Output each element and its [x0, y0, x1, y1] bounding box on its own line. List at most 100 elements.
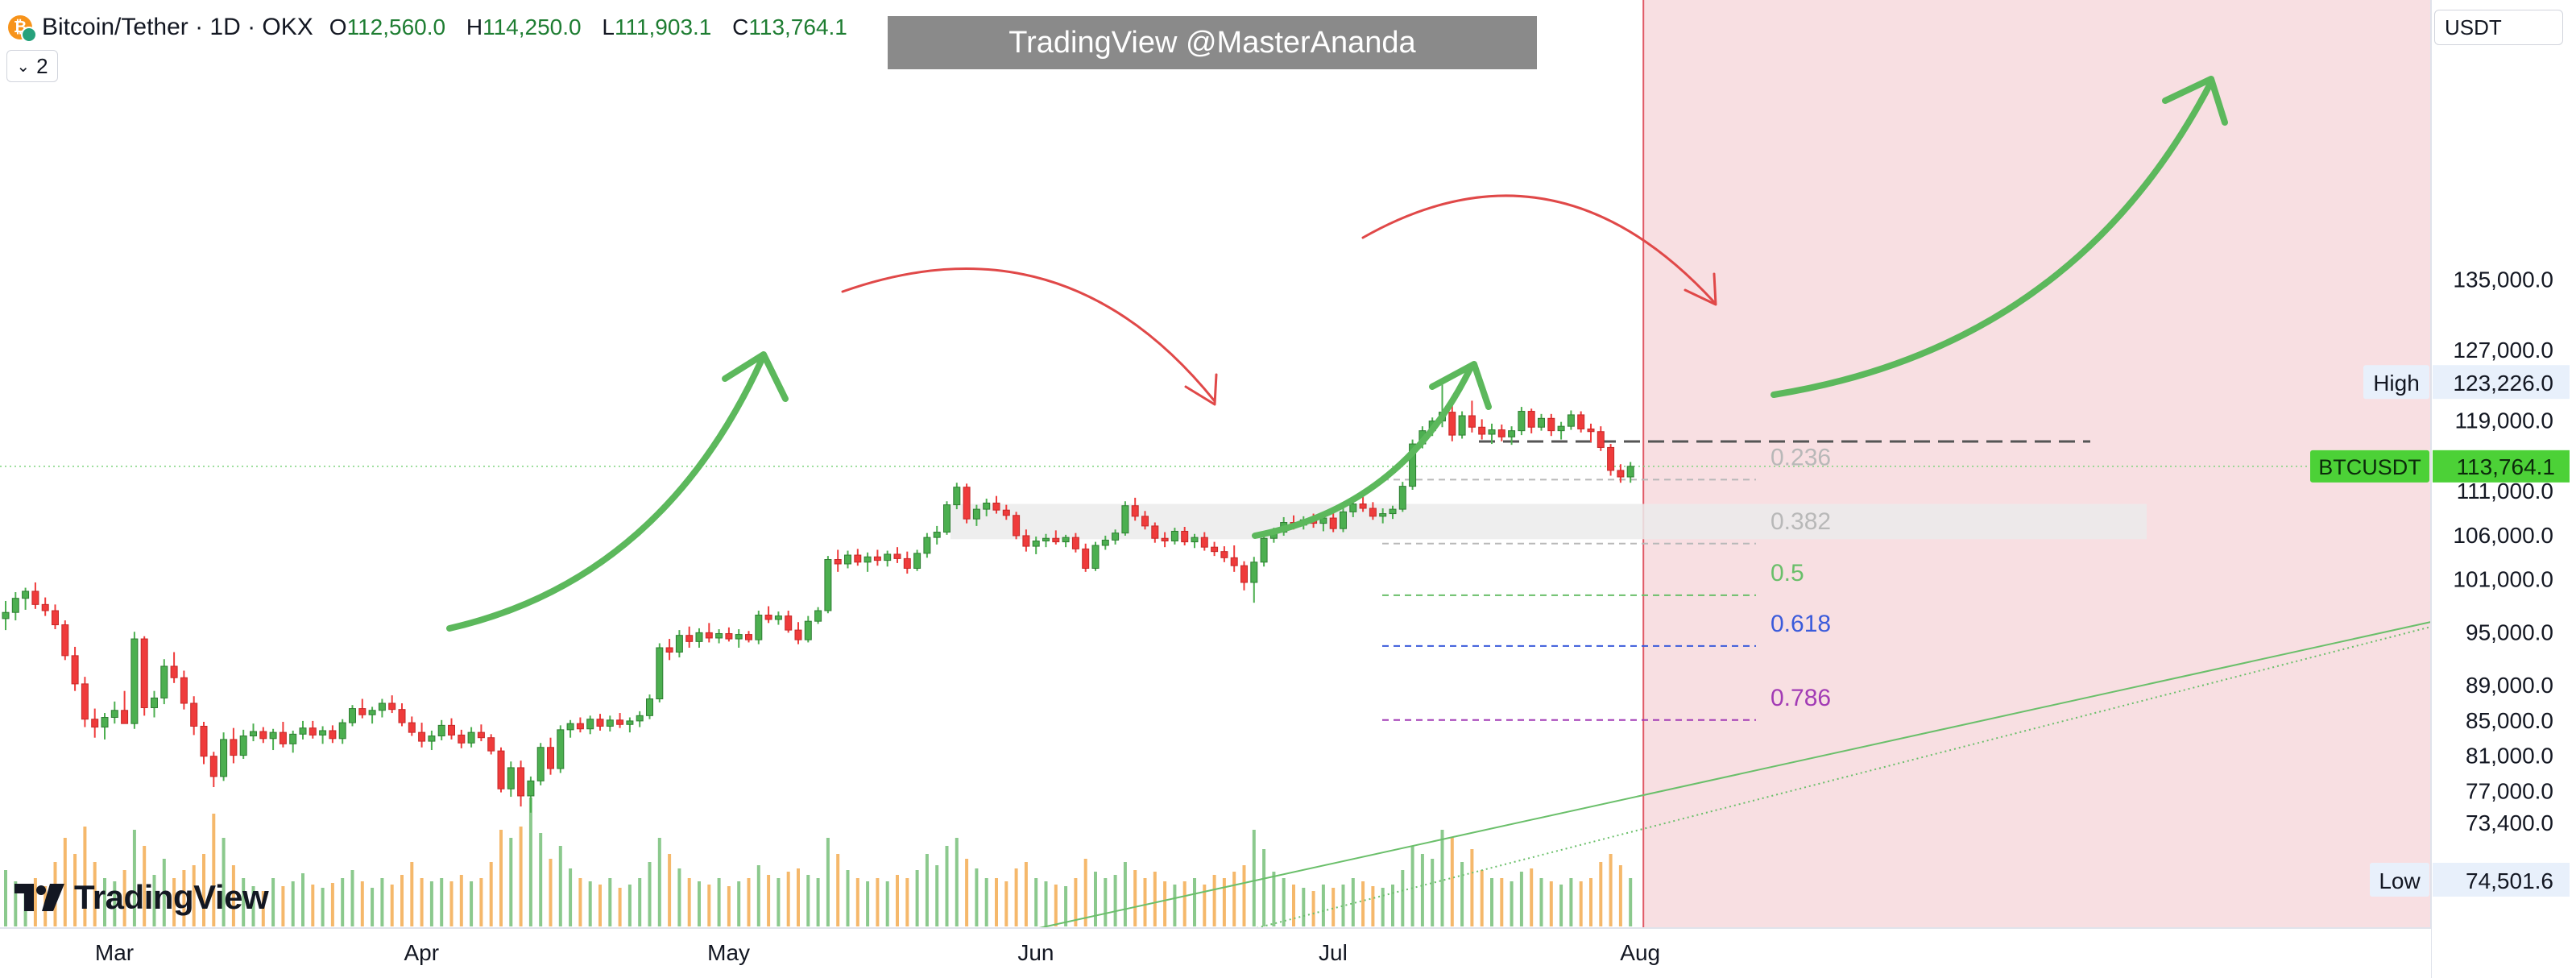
candle-body[interactable] — [398, 709, 406, 723]
symbol-title[interactable]: Bitcoin/Tether · 1D · OKX — [42, 14, 313, 40]
candle-body[interactable] — [1200, 537, 1208, 548]
candle-body[interactable] — [1478, 426, 1486, 435]
candle-body[interactable] — [536, 747, 545, 781]
candle-body[interactable] — [1141, 516, 1149, 527]
candle-body[interactable] — [319, 730, 327, 736]
candle-body[interactable] — [715, 632, 723, 639]
candle-body[interactable] — [963, 487, 971, 520]
candle-body[interactable] — [1518, 411, 1526, 432]
candle-body[interactable] — [1379, 513, 1387, 517]
candle-body[interactable] — [1597, 431, 1605, 448]
candle-body[interactable] — [1260, 537, 1268, 563]
candle-body[interactable] — [1131, 505, 1139, 517]
candle-body[interactable] — [943, 504, 950, 533]
candle-body[interactable] — [1557, 425, 1565, 432]
candle-body[interactable] — [230, 739, 238, 756]
candle-body[interactable] — [1329, 517, 1337, 529]
candle-body[interactable] — [785, 615, 793, 631]
candle-body[interactable] — [863, 556, 872, 563]
candle-body[interactable] — [1151, 525, 1159, 539]
candle-body[interactable] — [923, 537, 931, 554]
candle-body[interactable] — [289, 733, 297, 744]
candle-body[interactable] — [854, 554, 862, 563]
candle-body[interactable] — [1042, 537, 1050, 542]
candle-body[interactable] — [81, 683, 89, 720]
candle-body[interactable] — [665, 647, 673, 653]
candle-body[interactable] — [953, 487, 961, 506]
candle-body[interactable] — [576, 723, 584, 730]
candle-body[interactable] — [1607, 446, 1615, 471]
candle-body[interactable] — [209, 756, 217, 777]
candle-body[interactable] — [1181, 530, 1189, 543]
candle-body[interactable] — [606, 719, 614, 727]
candle-body[interactable] — [71, 655, 79, 685]
candle-body[interactable] — [31, 591, 39, 605]
candle-body[interactable] — [140, 638, 148, 708]
candle-body[interactable] — [151, 697, 158, 708]
candle-body[interactable] — [547, 747, 554, 769]
candle-body[interactable] — [487, 737, 495, 752]
candle-body[interactable] — [388, 702, 396, 711]
currency-selector[interactable]: USDT — [2434, 10, 2563, 45]
candle-body[interactable] — [1121, 505, 1129, 534]
candle-body[interactable] — [52, 610, 59, 626]
candle-body[interactable] — [269, 731, 277, 740]
candle-body[interactable] — [1220, 551, 1228, 558]
candle-body[interactable] — [636, 715, 644, 722]
candle-body[interactable] — [1170, 530, 1178, 542]
candle-body[interactable] — [824, 559, 832, 611]
candle-body[interactable] — [91, 719, 99, 728]
candle-body[interactable] — [764, 614, 772, 620]
candle-body[interactable] — [299, 727, 307, 735]
candle-body[interactable] — [22, 591, 30, 599]
candle-body[interactable] — [834, 559, 842, 565]
candle-body[interactable] — [101, 717, 109, 728]
candle-body[interactable] — [11, 598, 19, 613]
candle-body[interactable] — [972, 508, 980, 520]
candle-body[interactable] — [1577, 414, 1585, 429]
candle-body[interactable] — [1002, 509, 1010, 516]
candle-body[interactable] — [408, 722, 416, 733]
candle-body[interactable] — [2, 611, 10, 620]
candle-body[interactable] — [1230, 557, 1238, 566]
candle-body[interactable] — [566, 723, 574, 731]
candle-body[interactable] — [428, 736, 436, 742]
candle-body[interactable] — [1211, 546, 1219, 553]
candle-body[interactable] — [1508, 430, 1516, 437]
candle-body[interactable] — [259, 731, 267, 740]
candle-body[interactable] — [884, 553, 892, 562]
candle-body[interactable] — [804, 620, 812, 640]
candle-body[interactable] — [190, 702, 198, 727]
candle-body[interactable] — [933, 532, 941, 538]
candle-body[interactable] — [497, 750, 505, 789]
candle-body[interactable] — [794, 629, 802, 640]
candle-body[interactable] — [685, 635, 694, 642]
candle-body[interactable] — [586, 719, 594, 730]
candle-body[interactable] — [1161, 537, 1169, 542]
candle-body[interactable] — [170, 665, 178, 678]
candle-body[interactable] — [358, 708, 367, 715]
candle-body[interactable] — [873, 556, 881, 562]
candle-body[interactable] — [646, 698, 653, 716]
candle-body[interactable] — [61, 624, 69, 657]
candle-body[interactable] — [458, 734, 466, 744]
candle-body[interactable] — [378, 702, 386, 711]
candle-body[interactable] — [745, 634, 752, 640]
candle-body[interactable] — [1250, 562, 1258, 583]
candle-body[interactable] — [1458, 415, 1466, 436]
candle-body[interactable] — [250, 731, 257, 737]
candle-body[interactable] — [1409, 443, 1417, 487]
candle-body[interactable] — [1488, 429, 1496, 435]
candle-body[interactable] — [1191, 537, 1199, 543]
candle-body[interactable] — [110, 710, 118, 719]
candle-body[interactable] — [1082, 548, 1090, 569]
candle-body[interactable] — [725, 632, 733, 640]
candle-body[interactable] — [1626, 466, 1634, 478]
candle-body[interactable] — [1032, 541, 1040, 547]
candle-body[interactable] — [1389, 508, 1397, 515]
candle-body[interactable] — [239, 736, 247, 756]
candle-body[interactable] — [695, 632, 703, 642]
candle-body[interactable] — [596, 719, 604, 727]
candle-body[interactable] — [160, 665, 168, 698]
